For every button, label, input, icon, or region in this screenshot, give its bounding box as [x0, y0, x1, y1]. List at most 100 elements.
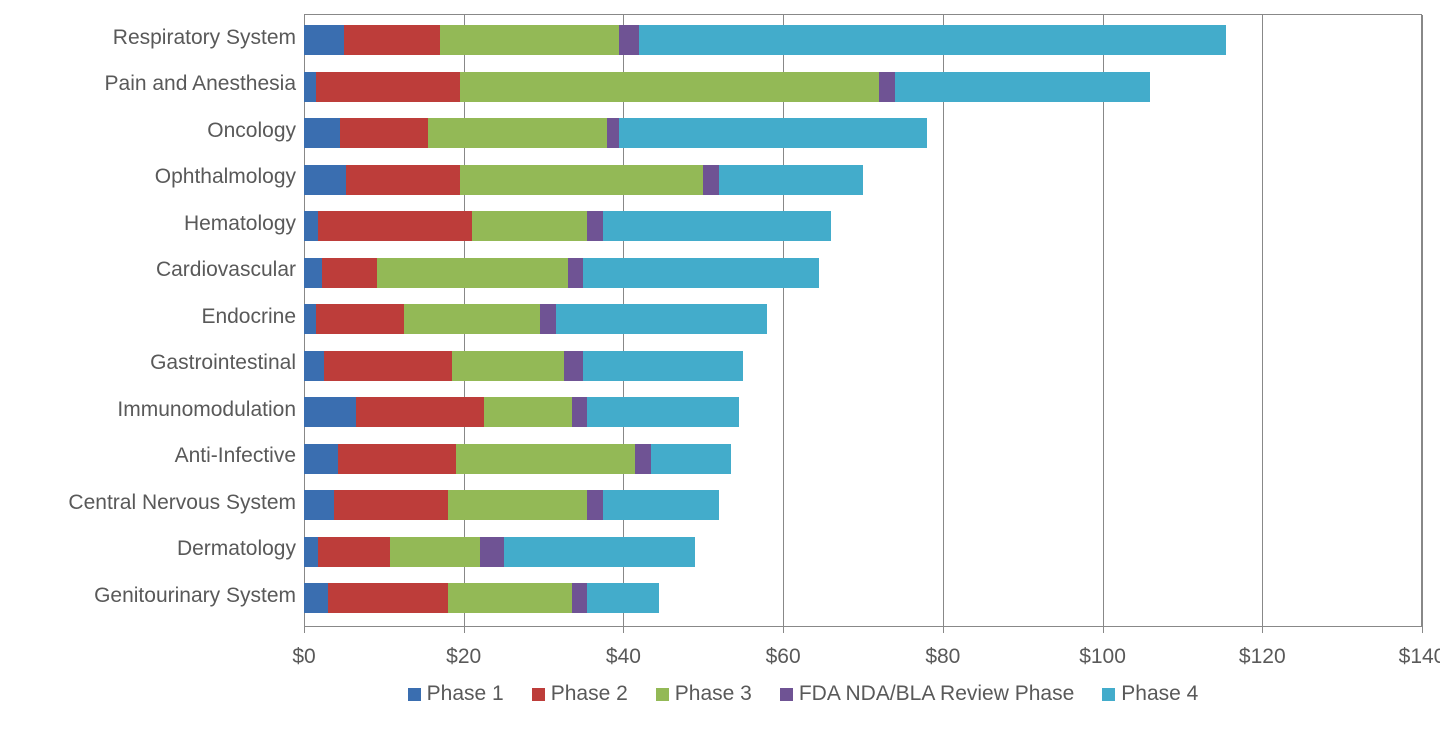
x-tick — [783, 626, 784, 633]
y-axis-category-label: Immunomodulation — [117, 398, 296, 422]
bar-row — [304, 583, 659, 613]
bar-segment-fda — [572, 397, 588, 427]
x-axis-line — [304, 626, 1422, 627]
bar-segment-fda — [480, 537, 504, 567]
y-axis-category-label: Respiratory System — [113, 26, 296, 50]
bar-segment-phase1 — [304, 490, 334, 520]
bar-segment-phase3 — [390, 537, 479, 567]
x-axis-tick-label: $20 — [446, 645, 481, 669]
y-axis-category-label: Pain and Anesthesia — [105, 72, 296, 96]
bar-segment-phase4 — [639, 25, 1226, 55]
bar-segment-phase3 — [377, 258, 567, 288]
bar-segment-phase4 — [603, 211, 831, 241]
x-axis-tick-label: $60 — [766, 645, 801, 669]
bar-row — [304, 258, 819, 288]
legend-swatch — [780, 688, 793, 701]
bar-row — [304, 537, 695, 567]
bar-segment-phase3 — [428, 118, 608, 148]
bar-segment-fda — [540, 304, 556, 334]
bar-segment-phase1 — [304, 211, 318, 241]
x-axis-tick-label: $40 — [606, 645, 641, 669]
y-axis-category-label: Dermatology — [177, 537, 296, 561]
bar-segment-phase3 — [448, 583, 572, 613]
bar-segment-fda — [607, 118, 619, 148]
bar-segment-phase1 — [304, 304, 316, 334]
x-tick — [623, 626, 624, 633]
legend-item: Phase 2 — [532, 682, 628, 706]
y-axis-category-label: Ophthalmology — [155, 165, 296, 189]
plot-area — [304, 14, 1422, 626]
y-axis-category-label: Gastrointestinal — [150, 351, 296, 375]
bar-segment-phase2 — [328, 583, 448, 613]
bar-segment-phase1 — [304, 118, 340, 148]
legend-label: FDA NDA/BLA Review Phase — [799, 682, 1074, 706]
bar-segment-phase1 — [304, 351, 324, 381]
bar-segment-fda — [879, 72, 895, 102]
x-tick — [464, 626, 465, 633]
bar-segment-phase4 — [719, 165, 863, 195]
legend-swatch — [408, 688, 421, 701]
bar-row — [304, 211, 831, 241]
gridline — [943, 15, 944, 626]
bar-segment-phase2 — [340, 118, 428, 148]
bar-segment-phase4 — [583, 351, 743, 381]
x-tick — [943, 626, 944, 633]
legend-item: Phase 4 — [1102, 682, 1198, 706]
y-axis-category-label: Oncology — [207, 119, 296, 143]
bar-segment-phase2 — [346, 165, 460, 195]
legend-label: Phase 3 — [675, 682, 752, 706]
bar-segment-phase1 — [304, 397, 356, 427]
legend: Phase 1 Phase 2 Phase 3 FDA NDA/BLA Review … — [224, 682, 1382, 706]
bar-segment-phase2 — [344, 25, 440, 55]
bar-segment-fda — [572, 583, 588, 613]
bar-segment-fda — [619, 25, 639, 55]
y-axis-category-label: Anti-Infective — [175, 444, 296, 468]
bar-row — [304, 444, 731, 474]
bar-segment-phase4 — [504, 537, 696, 567]
bar-segment-phase2 — [356, 397, 484, 427]
x-tick — [1103, 626, 1104, 633]
legend-swatch — [532, 688, 545, 701]
bar-row — [304, 397, 739, 427]
bar-segment-phase4 — [895, 72, 1151, 102]
legend-item: Phase 1 — [408, 682, 504, 706]
bar-segment-phase4 — [603, 490, 719, 520]
bar-segment-phase3 — [460, 165, 704, 195]
bar-segment-fda — [635, 444, 651, 474]
bar-segment-phase1 — [304, 25, 344, 55]
bar-segment-phase4 — [587, 583, 659, 613]
legend-item: Phase 3 — [656, 682, 752, 706]
y-axis-category-label: Genitourinary System — [94, 584, 296, 608]
bar-segment-phase2 — [316, 304, 404, 334]
bar-segment-phase2 — [318, 211, 472, 241]
bar-segment-phase3 — [460, 72, 879, 102]
bar-segment-phase4 — [587, 397, 739, 427]
legend-item: FDA NDA/BLA Review Phase — [780, 682, 1074, 706]
legend-label: Phase 2 — [551, 682, 628, 706]
bar-segment-phase1 — [304, 583, 328, 613]
bar-segment-phase2 — [324, 351, 452, 381]
bar-segment-phase4 — [583, 258, 819, 288]
x-tick — [1262, 626, 1263, 633]
y-axis-category-label: Cardiovascular — [156, 258, 296, 282]
bar-segment-phase1 — [304, 444, 338, 474]
bar-segment-phase2 — [318, 537, 390, 567]
x-tick — [1422, 626, 1423, 633]
bar-row — [304, 304, 767, 334]
bar-segment-phase4 — [651, 444, 731, 474]
legend-label: Phase 4 — [1121, 682, 1198, 706]
bar-row — [304, 25, 1226, 55]
bar-segment-phase3 — [448, 490, 588, 520]
x-axis-tick-label: $80 — [925, 645, 960, 669]
bar-row — [304, 165, 863, 195]
bar-segment-fda — [564, 351, 584, 381]
legend-swatch — [1102, 688, 1115, 701]
gridline — [1103, 15, 1104, 626]
x-axis-tick-label: $120 — [1239, 645, 1286, 669]
bar-segment-phase2 — [322, 258, 378, 288]
bar-segment-phase3 — [404, 304, 540, 334]
bar-segment-phase1 — [304, 165, 346, 195]
legend-swatch — [656, 688, 669, 701]
x-axis-tick-label: $100 — [1079, 645, 1126, 669]
bar-segment-phase3 — [440, 25, 620, 55]
